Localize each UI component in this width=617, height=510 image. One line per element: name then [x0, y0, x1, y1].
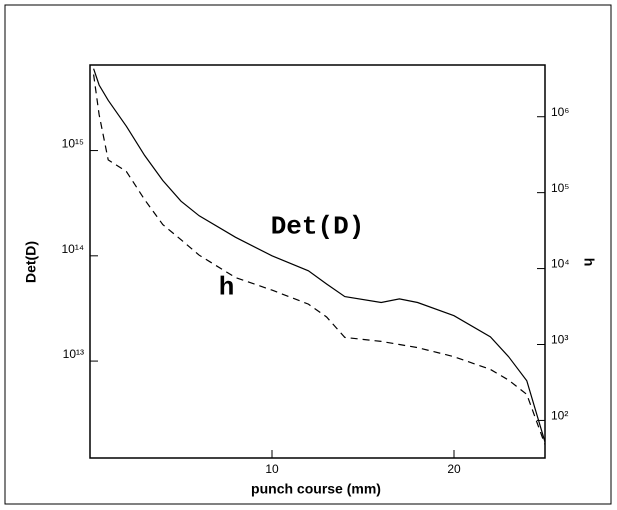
- y-tick-label: 10¹⁵: [62, 137, 84, 151]
- x-tick-label: 20: [447, 462, 461, 476]
- y2-tick-label: 10⁵: [551, 181, 569, 195]
- y2-axis-label: h: [581, 258, 597, 267]
- y-axis-label: Det(D): [23, 241, 39, 283]
- y2-tick-label: 10⁴: [551, 257, 570, 271]
- x-axis-label: punch course (mm): [251, 481, 381, 497]
- y2-tick-label: 10³: [551, 333, 568, 347]
- annotation: h: [219, 272, 235, 302]
- y-tick-label: 10¹³: [63, 347, 84, 361]
- x-tick-label: 10: [265, 462, 279, 476]
- y-tick-label: 10¹⁴: [62, 242, 85, 256]
- y2-tick-label: 10⁶: [551, 105, 569, 119]
- plot-frame: [89, 64, 546, 459]
- y2-tick-label: 10²: [551, 409, 568, 423]
- series-line: [93, 74, 546, 445]
- series-line: [93, 68, 546, 443]
- annotation: Det(D): [271, 211, 365, 241]
- frame: [4, 4, 612, 505]
